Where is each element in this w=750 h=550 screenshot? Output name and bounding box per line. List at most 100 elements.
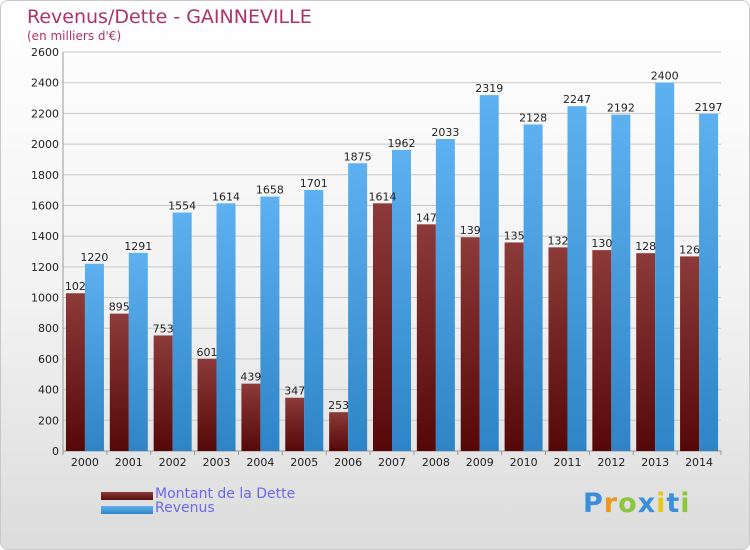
proxiti-logo: Proxiti [583,488,691,519]
bar-revenus [435,139,455,451]
bar-revenus [523,124,543,452]
bar-dette [109,313,129,451]
bar-revenus [479,95,499,452]
y-tick-label: 1600 [31,199,59,212]
bar-revenus [655,82,675,451]
data-label-revenus: 1875 [344,150,372,163]
bar-dette [329,412,349,451]
data-label-revenus: 1701 [300,177,328,190]
bar-revenus [348,163,368,451]
chart-subtitle: (en milliers d'€) [27,29,122,43]
data-label-dette: 147 [416,211,437,224]
bar-dette [241,383,261,451]
data-labels: 102 1220 895 1291 753 1554 601 1614 439 1658 347 17… [65,70,723,412]
x-tick-label: 2003 [203,456,231,469]
y-tick-label: 2000 [31,138,59,151]
x-tick-label: 2007 [378,456,406,469]
y-tick-label: 1200 [31,261,59,274]
data-label-dette: 895 [109,301,130,314]
logo-letter: i [656,488,667,519]
x-tick-label: 2009 [466,456,494,469]
data-label-revenus: 1291 [124,240,152,253]
data-label-revenus: 1554 [168,200,196,213]
data-label-dette: 1614 [369,190,397,203]
data-label-dette: 126 [679,243,700,256]
x-tick-label: 2006 [334,456,362,469]
data-label-dette: 102 [65,280,86,293]
data-label-dette: 347 [284,385,305,398]
x-tick-label: 2014 [685,456,713,469]
logo-letter: i [680,488,691,519]
data-label-revenus: 1658 [256,184,284,197]
data-label-dette: 253 [328,399,349,412]
data-label-dette: 132 [547,234,568,247]
data-label-revenus: 1220 [80,251,108,264]
logo-letter: t [666,488,681,519]
bar-dette [504,242,524,451]
legend-label-revenus: Revenus [155,500,215,516]
bar-dette [153,335,173,451]
bar-revenus [84,263,104,451]
bar-revenus [567,106,587,451]
logo-letter: o [618,488,638,519]
y-tick-label: 400 [38,384,59,397]
y-tick-label: 2600 [31,46,59,59]
y-tick-label: 200 [38,414,59,427]
bar-revenus [128,252,148,451]
bar-dette [548,247,568,451]
bar-revenus [611,114,631,451]
bar-dette [197,358,217,451]
bar-revenus [392,149,411,452]
data-label-revenus: 1614 [212,190,240,203]
bar-dette [416,224,436,451]
x-tick-label: 2002 [159,456,187,469]
bar-dette [373,203,392,451]
x-tick-label: 2000 [71,456,99,469]
data-label-revenus: 2400 [651,70,679,83]
bar-revenus [172,212,192,451]
y-tick-label: 1000 [31,292,59,305]
bar-dette [592,250,612,451]
data-label-revenus: 2192 [607,102,635,115]
bar-dette [680,256,700,451]
x-tick-label: 2004 [246,456,274,469]
y-tick-label: 1400 [31,230,59,243]
x-tick-label: 2010 [510,456,538,469]
logo-letter: P [583,488,604,519]
x-tick-label: 2013 [641,456,669,469]
bar-revenus [260,196,280,451]
data-label-dette: 128 [635,240,656,253]
data-label-revenus: 1962 [388,137,416,150]
x-tick-label: 2001 [115,456,143,469]
logo-letter: x [637,488,657,519]
data-label-revenus: 2033 [431,126,459,139]
bar-revenus [304,189,324,452]
data-label-revenus: 2247 [563,93,591,106]
x-axis-ticks: 2000 2001 2002 2003 2004 2005 2006 2007 2008 2009… [62,451,722,469]
bar-revenus [699,113,719,451]
x-tick-label: 2005 [290,456,318,469]
data-label-dette: 130 [591,237,612,250]
x-tick-label: 2012 [597,456,625,469]
logo-letter: r [603,488,619,519]
y-tick-label: 1800 [31,169,59,182]
x-tick-label: 2011 [553,456,581,469]
bar-dette [460,237,480,451]
y-tick-label: 0 [52,445,59,458]
data-label-dette: 753 [153,322,174,335]
y-tick-label: 600 [38,353,59,366]
data-label-dette: 139 [460,224,481,237]
legend-label-dette: Montant de la Dette [155,486,296,502]
bars [65,82,719,452]
bar-dette [65,293,85,451]
data-label-revenus: 2128 [519,111,547,124]
bar-dette [636,253,656,451]
y-tick-label: 2400 [31,77,59,90]
x-tick-label: 2008 [422,456,450,469]
legend-swatch-dette [101,492,153,500]
data-label-dette: 601 [197,346,218,359]
y-tick-label: 800 [38,322,59,335]
y-tick-label: 2200 [31,107,59,120]
